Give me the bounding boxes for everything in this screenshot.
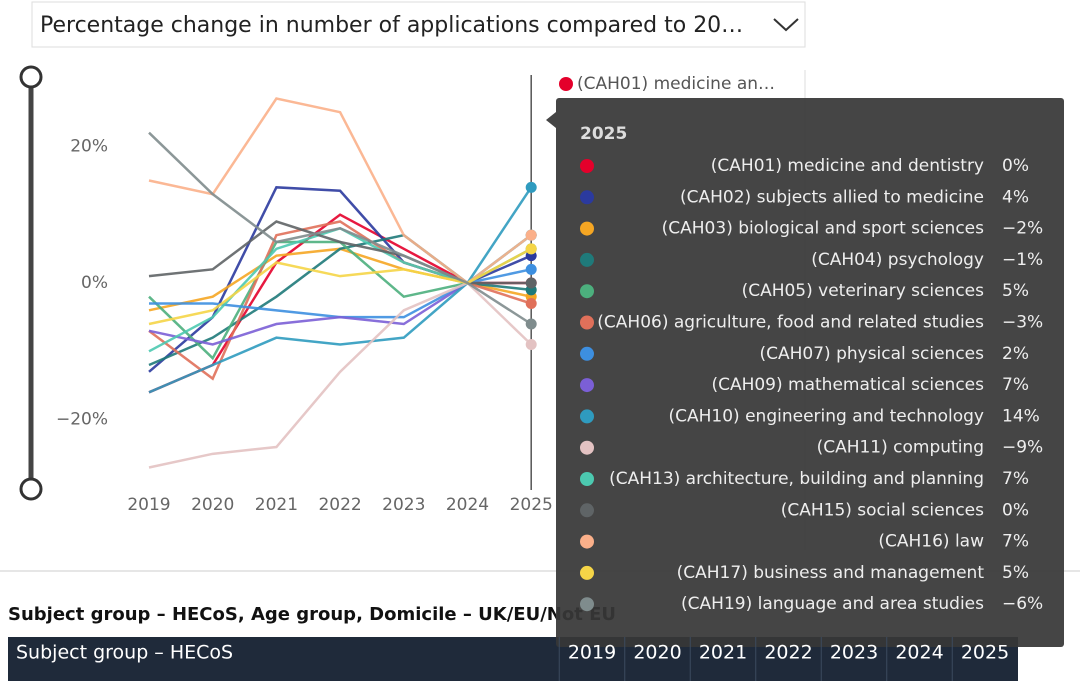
tooltip-name: (CAH10) engineering and technology xyxy=(669,406,985,426)
tooltip-value: 7% xyxy=(1002,469,1029,489)
tooltip-dot xyxy=(580,409,594,424)
tooltip-name: (CAH19) language and area studies xyxy=(681,594,984,614)
tooltip-name: (CAH02) subjects allied to medicine xyxy=(680,187,984,207)
tooltip-name: (CAH01) medicine and dentistry xyxy=(711,156,984,176)
x-tick-label: 2019 xyxy=(127,495,170,515)
table-header-cell: 2023 xyxy=(830,642,878,664)
hover-point xyxy=(525,298,537,309)
tooltip-dot xyxy=(580,315,594,330)
hover-point xyxy=(525,181,537,193)
legend-dot xyxy=(559,77,573,91)
series-line xyxy=(148,220,532,381)
x-tick-label: 2021 xyxy=(255,495,298,515)
table: Subject group – HECoS 2019 2020 2021 2022 202… xyxy=(16,637,1009,681)
tooltip-value: −3% xyxy=(1002,313,1043,333)
tooltip-dot xyxy=(580,503,594,518)
tooltip-value: 0% xyxy=(1002,500,1029,520)
hover-point xyxy=(525,339,537,350)
tooltip-dot xyxy=(580,534,594,549)
tooltip-value: −9% xyxy=(1002,438,1043,458)
chevron[interactable] xyxy=(773,18,799,32)
tooltip-value: 2% xyxy=(1002,344,1029,364)
slider-handle[interactable] xyxy=(19,65,43,89)
tooltip-value: 0% xyxy=(1002,156,1029,176)
hover-point xyxy=(525,243,537,255)
tooltip-name: (CAH05) veterinary sciences xyxy=(742,281,985,301)
table-header-cell: 2024 xyxy=(895,642,943,664)
tooltip-value: −2% xyxy=(1002,219,1043,239)
tooltip-name: (CAH04) psychology xyxy=(811,250,984,270)
dropdown-label: Percentage change in number of applicati… xyxy=(40,13,743,38)
legend-entry[interactable]: (CAH01) medicine an… xyxy=(577,74,775,94)
tooltip-arrow xyxy=(546,112,556,128)
hover-point xyxy=(525,277,537,289)
tooltip-name: (CAH17) business and management xyxy=(677,563,985,583)
tooltip-name: (CAH06) agriculture, food and related st… xyxy=(597,313,984,333)
table-header-cell: 2019 xyxy=(568,642,616,664)
tooltip-title: 2025 xyxy=(580,124,627,144)
tooltip-name: (CAH09) mathematical sciences xyxy=(711,375,984,395)
x-tick-label: 2023 xyxy=(382,495,425,515)
tooltip-name: (CAH13) architecture, building and plann… xyxy=(609,469,984,489)
y-tick-label: 0% xyxy=(81,273,108,293)
tooltip-value: 5% xyxy=(1002,281,1029,301)
dropdown[interactable] xyxy=(31,1,806,48)
tooltip-dot xyxy=(580,190,594,205)
x-tick-label: 2025 xyxy=(510,495,553,515)
tooltip-value: 7% xyxy=(1002,375,1029,395)
tooltip-dot xyxy=(580,159,594,173)
chart: 20% 0% −20% 2019 2020 2021 2022 2023 2024 2025 xyxy=(56,75,553,515)
y-tick-label: 20% xyxy=(70,136,108,156)
tooltip-value: −1% xyxy=(1002,250,1043,270)
series-line xyxy=(148,131,532,326)
x-tick-label: 2020 xyxy=(191,495,234,515)
tooltip: 2025 (CAH01) medicine and dentistry 0% (CAH… xyxy=(546,98,1064,647)
table-header-cell: 2021 xyxy=(699,642,747,664)
tooltip-name: (CAH16) law xyxy=(878,532,984,552)
tooltip-value: 14% xyxy=(1002,406,1040,426)
hover-point xyxy=(525,318,537,330)
tooltip-dot xyxy=(580,440,594,455)
tooltip-value: 4% xyxy=(1002,187,1029,207)
table-header-cell: 2020 xyxy=(633,642,681,664)
tooltip-name: (CAH07) physical sciences xyxy=(759,344,984,364)
tooltip-name: (CAH15) social sciences xyxy=(781,500,984,520)
tooltip-dot xyxy=(580,472,594,486)
tooltip-dot xyxy=(580,284,594,299)
tooltip-value: −6% xyxy=(1002,594,1043,614)
tooltip-dot xyxy=(580,378,594,393)
tooltip-box xyxy=(556,98,1064,647)
tooltip-value: 7% xyxy=(1002,532,1029,552)
tooltip-dot xyxy=(580,565,594,580)
table-header-cell: 2022 xyxy=(764,642,812,664)
table-header-cell: 2025 xyxy=(961,642,1009,664)
slider-handle[interactable] xyxy=(19,477,43,501)
tooltip-dot xyxy=(580,221,594,236)
tooltip-dot xyxy=(580,597,594,612)
x-tick-label: 2022 xyxy=(318,495,361,515)
y-tick-label: −20% xyxy=(56,410,108,430)
tooltip-name: (CAH03) biological and sport sciences xyxy=(662,219,984,239)
table-header-cell: Subject group – HECoS xyxy=(16,642,233,664)
tooltip-name: (CAH11) computing xyxy=(817,438,984,458)
tooltip-value: 5% xyxy=(1002,563,1029,583)
tooltip-dot xyxy=(580,346,594,361)
tooltip-dot xyxy=(580,252,594,267)
x-tick-label: 2024 xyxy=(446,495,489,515)
hover-point xyxy=(525,229,537,241)
table-caption: Subject group – HECoS, Age group, Domici… xyxy=(8,604,616,625)
hover-point xyxy=(525,263,537,275)
